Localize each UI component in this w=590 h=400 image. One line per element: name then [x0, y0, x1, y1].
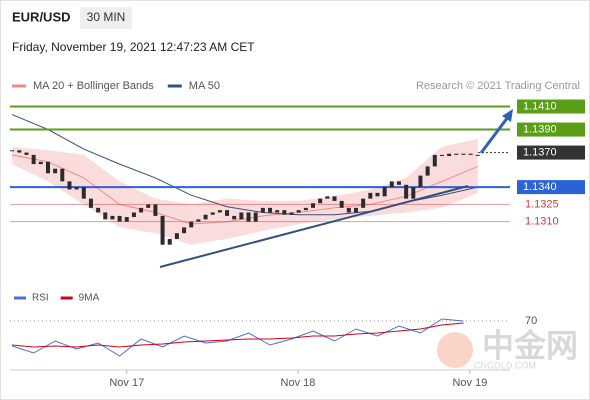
candle: [268, 207, 273, 213]
candle: [325, 196, 330, 199]
watermark-site: CNGOLD.COM: [474, 360, 536, 370]
candle: [253, 212, 258, 222]
candle: [24, 152, 29, 155]
candle: [174, 233, 179, 239]
level-label: 1.1390: [523, 123, 557, 135]
candle: [382, 187, 387, 197]
candle: [447, 153, 452, 157]
candle: [411, 187, 416, 199]
y-tick-label: 70: [525, 315, 537, 327]
candle: [432, 154, 437, 167]
candle: [160, 215, 165, 245]
candle: [346, 207, 351, 213]
candle: [60, 168, 65, 182]
candle: [217, 210, 222, 213]
forecast-arrowhead: [502, 109, 513, 122]
candle: [96, 207, 101, 213]
candle: [303, 207, 308, 211]
x-tick-label: Nov 19: [452, 377, 487, 389]
level-label-box: [517, 180, 585, 195]
candle: [103, 212, 108, 220]
level-label: 1.1340: [523, 181, 557, 193]
level-label: 1.1370: [523, 146, 557, 158]
candle: [368, 192, 373, 199]
candle: [139, 207, 144, 213]
candle: [67, 181, 72, 190]
x-tick-label: Nov 18: [281, 377, 316, 389]
candle: [296, 210, 301, 213]
candle: [418, 175, 423, 188]
candle: [425, 166, 430, 176]
legend-label: 9MA: [79, 293, 100, 304]
candle: [45, 161, 50, 174]
watermark-icon: [437, 332, 473, 368]
indicator-line: [12, 322, 464, 348]
interval-box[interactable]: [80, 7, 132, 29]
candle: [396, 181, 401, 185]
candle: [311, 203, 316, 208]
candle: [225, 210, 230, 216]
candle: [339, 200, 344, 208]
candle: [74, 187, 79, 190]
candle: [332, 196, 337, 201]
candle: [454, 153, 459, 155]
candle: [131, 212, 136, 218]
candle: [260, 207, 265, 213]
candle: [53, 168, 58, 174]
timestamp: Friday, November 19, 2021 12:47:23 AM CE…: [12, 40, 255, 54]
candle: [38, 161, 43, 165]
legend-label: RSI: [32, 293, 49, 304]
candle: [461, 153, 466, 155]
candle: [239, 212, 244, 220]
candle: [361, 198, 366, 208]
level-label: 1.1410: [523, 100, 557, 112]
candle: [275, 210, 280, 213]
candle: [289, 212, 294, 215]
level-label-box: [517, 99, 585, 114]
candle: [203, 214, 208, 220]
legend-label: MA 50: [189, 80, 220, 92]
candle: [10, 150, 15, 152]
candle: [210, 212, 215, 215]
candle: [88, 198, 93, 208]
candle: [389, 181, 394, 188]
candle: [375, 192, 380, 197]
candle: [182, 227, 187, 234]
level-label-box: [517, 122, 585, 137]
candle: [468, 153, 473, 155]
x-tick-label: Nov 17: [109, 377, 144, 389]
credit: Research © 2021 Trading Central: [416, 80, 580, 92]
candle: [196, 219, 201, 222]
level-label: 1.1325: [525, 198, 559, 210]
level-label-box: [517, 145, 585, 160]
symbol: EUR/USD: [12, 9, 71, 24]
candle: [282, 210, 287, 215]
candle: [167, 238, 172, 245]
candle: [232, 215, 237, 220]
legend-label: MA 20 + Bollinger Bands: [33, 80, 154, 92]
candle: [153, 204, 158, 216]
candle: [475, 154, 480, 156]
candle: [189, 221, 194, 228]
candle: [17, 150, 22, 153]
trend-line: [159, 185, 469, 268]
candle: [439, 154, 444, 157]
candle: [246, 212, 251, 222]
ma-line: [12, 154, 478, 225]
candle: [117, 215, 122, 222]
watermark-logo: 中金网: [482, 327, 578, 363]
candle: [353, 207, 358, 213]
interval[interactable]: 30 MIN: [87, 10, 126, 24]
candle: [81, 187, 86, 199]
candle: [318, 198, 323, 204]
candle: [110, 215, 115, 220]
candle: [124, 217, 129, 222]
candle: [404, 184, 409, 199]
candle: [31, 154, 36, 165]
candle: [146, 204, 151, 208]
forecast-arrow: [479, 116, 510, 154]
level-label: 1.1310: [525, 216, 559, 228]
